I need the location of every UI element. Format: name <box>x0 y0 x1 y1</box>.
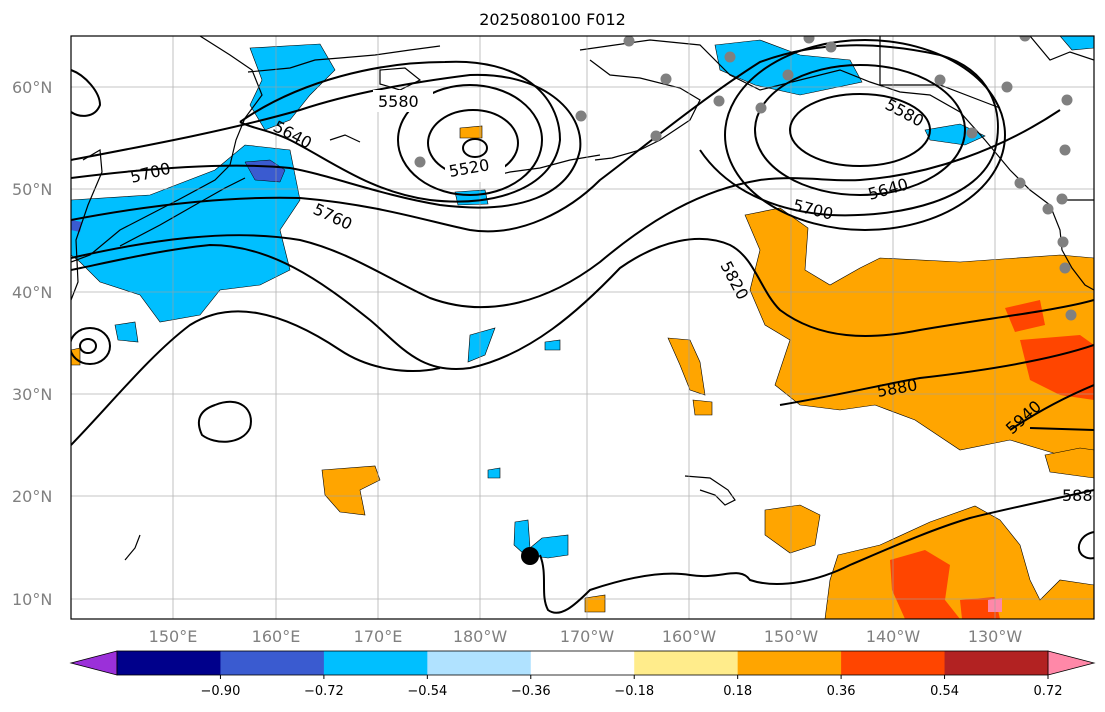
lon-label: 150°E <box>149 627 198 646</box>
lon-label: 150°W <box>764 627 819 646</box>
colorbar-segment <box>841 651 946 675</box>
lat-label: 40°N <box>12 283 52 302</box>
contour-label: 5580 <box>378 92 419 111</box>
lon-label: 140°W <box>866 627 921 646</box>
lon-label: 180°W <box>453 627 508 646</box>
colorbar-tick-label: 0.36 <box>827 684 856 699</box>
colorbar-segment <box>737 651 842 675</box>
lat-label: 50°N <box>12 180 52 199</box>
lat-label: 60°N <box>12 78 52 97</box>
colorbar-tick-label: 0.72 <box>1034 684 1063 699</box>
longitude-labels: 150°E 160°E 170°E 180°W 170°W 160°W 150°… <box>149 627 1023 646</box>
colorbar-tick-label: −0.18 <box>614 684 654 699</box>
positive-shading <box>71 125 1094 619</box>
colorbar-tick-label: −0.90 <box>201 684 241 699</box>
height-contours <box>71 39 1094 614</box>
colorbar-segment <box>634 651 739 675</box>
lat-label: 30°N <box>12 385 52 404</box>
colorbar-tick-label: −0.72 <box>304 684 344 699</box>
contour-label: 588 <box>1062 486 1093 505</box>
lon-label: 160°W <box>662 627 717 646</box>
colorbar-segment <box>530 651 635 675</box>
station-markers <box>414 36 1077 321</box>
lon-label: 170°W <box>560 627 615 646</box>
colorbar-segment <box>944 651 1049 675</box>
colorbar-extend-high <box>1047 650 1096 676</box>
colorbar-segment <box>117 651 221 675</box>
colorbar-tick-label: 0.54 <box>930 684 959 699</box>
latitude-labels: 60°N 50°N 40°N 30°N 20°N 10°N <box>12 78 52 609</box>
lat-label: 20°N <box>12 487 52 506</box>
map-title: 2025080100 F012 <box>479 10 626 29</box>
storm-center-marker <box>521 547 539 565</box>
map-plot: 5580 5520 5640 5700 5760 5580 5700 5640 … <box>71 36 1094 619</box>
gridlines <box>71 36 1094 619</box>
lon-label: 130°W <box>968 627 1023 646</box>
colorbar-segment <box>323 651 428 675</box>
lon-label: 160°E <box>252 627 301 646</box>
colorbar: −0.90 −0.72 −0.54 −0.36 −0.18 0.18 0.36 0.54 0.7… <box>69 650 1096 699</box>
colorbar-tick-label: 0.18 <box>723 684 752 699</box>
lat-label: 10°N <box>12 590 52 609</box>
colorbar-segment <box>220 651 325 675</box>
map-frame <box>70 35 1095 620</box>
colorbar-tick-label: −0.54 <box>407 684 447 699</box>
colorbar-tick-label: −0.36 <box>511 684 551 699</box>
lon-label: 170°E <box>354 627 403 646</box>
colorbar-segment <box>427 651 532 675</box>
colorbar-extend-low <box>69 650 118 676</box>
